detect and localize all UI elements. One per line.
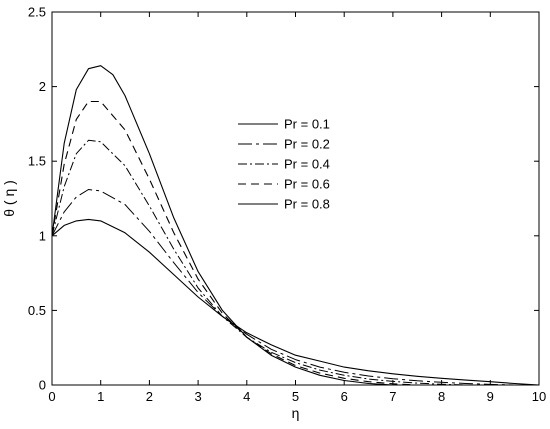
x-tick-label: 10 xyxy=(532,389,546,404)
x-tick-label: 3 xyxy=(194,389,201,404)
x-tick-label: 6 xyxy=(341,389,348,404)
y-tick-label: 1 xyxy=(39,228,46,243)
y-tick-label: 2 xyxy=(39,79,46,94)
series-line-5 xyxy=(51,65,393,386)
x-tick-label: 9 xyxy=(487,389,494,404)
y-axis-label: θ ( η ) xyxy=(1,180,17,217)
legend-label-5: Pr = 0.8 xyxy=(284,197,330,212)
y-tick-label: 0 xyxy=(39,378,46,393)
y-tick-label: 0.5 xyxy=(28,303,46,318)
x-tick-label: 0 xyxy=(48,389,55,404)
series-line-2 xyxy=(51,189,515,386)
legend-label-3: Pr = 0.4 xyxy=(284,157,330,172)
x-axis-label: η xyxy=(292,405,300,421)
legend-label-1: Pr = 0.1 xyxy=(284,117,330,132)
x-tick-label: 2 xyxy=(146,389,153,404)
series-line-3 xyxy=(51,139,466,386)
y-tick-labels: 0 0.5 1 1.5 2 2.5 xyxy=(28,5,46,393)
series-line-1 xyxy=(51,218,540,386)
x-tick-label: 8 xyxy=(438,389,445,404)
series-line-4 xyxy=(51,100,418,386)
axis-ticks xyxy=(51,11,540,386)
x-tick-labels: 0 1 2 3 4 5 6 7 8 9 10 xyxy=(48,389,546,404)
legend-label-4: Pr = 0.6 xyxy=(284,177,330,192)
legend-label-2: Pr = 0.2 xyxy=(284,137,330,152)
x-tick-label: 1 xyxy=(97,389,104,404)
y-tick-label: 1.5 xyxy=(28,154,46,169)
x-tick-label: 7 xyxy=(389,389,396,404)
y-tick-label: 2.5 xyxy=(28,5,46,20)
legend: Pr = 0.1 Pr = 0.2 Pr = 0.4 Pr = 0.6 Pr = 0.8 xyxy=(238,117,330,212)
x-tick-label: 4 xyxy=(243,389,250,404)
series-lines xyxy=(51,65,540,386)
plot-area xyxy=(51,11,540,386)
x-tick-label: 5 xyxy=(292,389,299,404)
